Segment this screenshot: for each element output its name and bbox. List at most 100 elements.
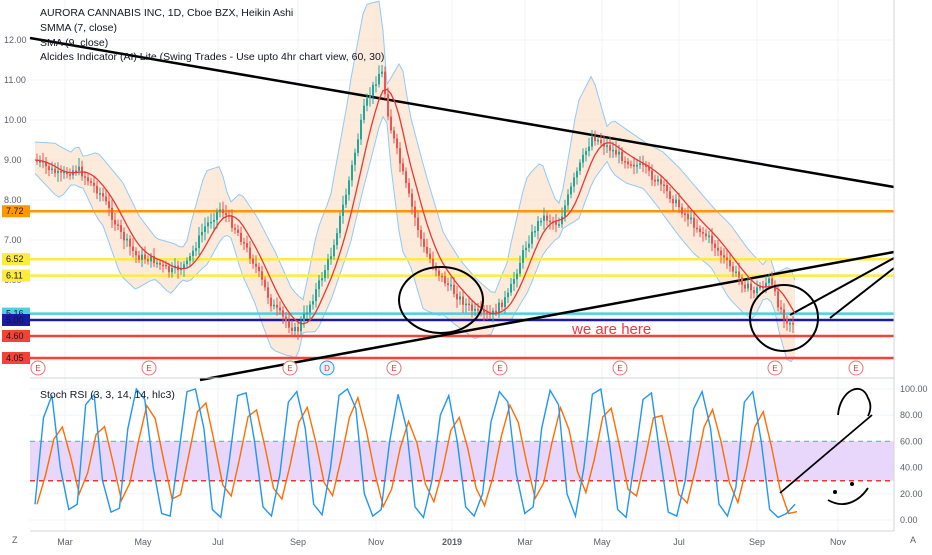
candle-body bbox=[528, 243, 530, 248]
candle-body bbox=[240, 232, 242, 242]
candle-body bbox=[141, 254, 143, 260]
candle-body bbox=[441, 275, 443, 278]
candle-body bbox=[660, 179, 662, 185]
earnings-marker bbox=[386, 360, 402, 376]
candle-body bbox=[747, 283, 749, 289]
candle-body bbox=[531, 231, 533, 244]
candle-body bbox=[75, 170, 77, 172]
candle-body bbox=[126, 238, 128, 241]
candle-body bbox=[261, 271, 263, 280]
candle-body bbox=[300, 321, 302, 332]
y-tick-label: 9.00 bbox=[4, 155, 22, 165]
candle-body bbox=[630, 164, 632, 166]
candle-body bbox=[603, 143, 605, 147]
osc-y-tick-label: 0.00 bbox=[900, 515, 918, 525]
candle-body bbox=[525, 247, 527, 251]
marker-label: E bbox=[617, 364, 622, 373]
axis-left-tag[interactable]: Z bbox=[12, 535, 18, 545]
candle-body bbox=[207, 222, 209, 227]
candle-body bbox=[129, 238, 131, 247]
candle-body bbox=[792, 323, 794, 325]
candle-body bbox=[165, 264, 167, 267]
dividend-marker bbox=[319, 360, 335, 376]
candle-body bbox=[477, 308, 479, 311]
y-tick-label: 8.00 bbox=[4, 195, 22, 205]
earnings-marker bbox=[767, 360, 783, 376]
x-tick-label: Mar bbox=[57, 537, 73, 547]
candle-body bbox=[378, 73, 380, 85]
oscillator-title: Stoch RSI (3, 3, 14, 14, hlc3) bbox=[40, 389, 175, 401]
candle-body bbox=[789, 323, 791, 325]
candle-body bbox=[144, 254, 146, 260]
candle-body bbox=[648, 166, 650, 171]
price-tag bbox=[2, 253, 30, 266]
candle-body bbox=[678, 199, 680, 208]
candle-body bbox=[246, 243, 248, 248]
marker-label: E bbox=[853, 364, 858, 373]
candle-body bbox=[465, 303, 467, 306]
candle-body bbox=[333, 245, 335, 257]
candle-body bbox=[588, 146, 590, 152]
candle-body bbox=[153, 256, 155, 264]
candle-body bbox=[270, 297, 272, 307]
trend-line-short-2 bbox=[829, 267, 895, 319]
candle-body bbox=[219, 209, 221, 212]
candle-body bbox=[195, 248, 197, 251]
candle-body bbox=[576, 171, 578, 178]
candle-body bbox=[294, 327, 296, 332]
osc-y-tick-label: 20.00 bbox=[900, 489, 923, 499]
candle-body bbox=[507, 292, 509, 298]
candle-body bbox=[522, 250, 524, 263]
candle-body bbox=[387, 94, 389, 117]
candle-body bbox=[585, 151, 587, 155]
candle-body bbox=[708, 235, 710, 238]
candle-body bbox=[243, 241, 245, 244]
candle-body bbox=[696, 227, 698, 230]
candle-body bbox=[636, 164, 638, 167]
price-tag bbox=[2, 205, 30, 218]
candle-body bbox=[723, 255, 725, 258]
candle-body bbox=[654, 179, 656, 182]
candle-body bbox=[462, 296, 464, 305]
y-tick-label: 12.00 bbox=[4, 35, 27, 45]
price-tag-label: 5.16 bbox=[6, 309, 24, 319]
drawn-circle-1 bbox=[398, 266, 484, 334]
candle-body bbox=[345, 194, 347, 205]
price-tag bbox=[2, 314, 30, 326]
candle-body bbox=[663, 184, 665, 187]
price-tag-label: 6.52 bbox=[6, 254, 24, 264]
candle-body bbox=[231, 216, 233, 228]
candle-body bbox=[201, 232, 203, 236]
candle-body bbox=[498, 302, 500, 314]
candle-body bbox=[537, 220, 539, 232]
candle-body bbox=[633, 164, 635, 167]
x-tick-label: Jul bbox=[673, 537, 685, 547]
chart-title: AURORA CANNABIS INC, 1D, Cboe BZX, Heiki… bbox=[40, 7, 293, 19]
y-tick-label: 11.00 bbox=[4, 75, 26, 85]
stoch-d-line bbox=[36, 395, 798, 515]
band-lower bbox=[34, 115, 796, 363]
axis-right-tag[interactable]: A bbox=[910, 535, 916, 545]
candle-body bbox=[444, 276, 446, 284]
candle-body bbox=[405, 171, 407, 184]
candle-body bbox=[606, 145, 608, 147]
candle-body bbox=[117, 224, 119, 227]
candle-body bbox=[69, 174, 71, 176]
candle-body bbox=[453, 284, 455, 294]
candle-body bbox=[501, 302, 503, 307]
moving-average-line bbox=[34, 88, 796, 325]
candle-body bbox=[756, 287, 758, 294]
legend-indicator-alcides: Alcides Indicator (AI) Lite (Swing Trade… bbox=[40, 51, 384, 63]
candle-body bbox=[750, 283, 752, 291]
earnings-marker bbox=[30, 360, 46, 376]
candle-body bbox=[474, 308, 476, 311]
earnings-marker bbox=[282, 360, 298, 376]
trend-line-upper bbox=[29, 36, 895, 189]
price-tag bbox=[2, 330, 30, 342]
x-tick-label: Nov bbox=[368, 537, 385, 547]
candle-body bbox=[675, 199, 677, 204]
candle-body bbox=[318, 280, 320, 290]
candle-body bbox=[711, 235, 713, 244]
candle-body bbox=[549, 220, 551, 223]
candle-body bbox=[483, 309, 485, 313]
